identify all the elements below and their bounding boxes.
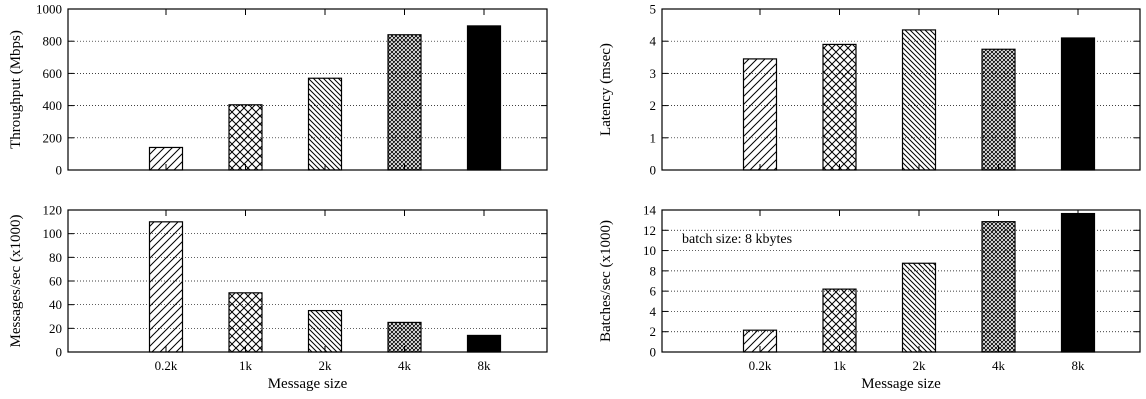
y-tick-label: 200	[43, 130, 63, 145]
x-tick-label: 0.2k	[749, 358, 772, 373]
y-tick-label: 12	[643, 223, 656, 238]
y-tick-label: 1000	[36, 2, 62, 17]
bar-8k	[466, 25, 502, 171]
bar-8k	[1060, 37, 1096, 171]
x-tick-label: 4k	[398, 358, 412, 373]
y-tick-label: 100	[43, 226, 63, 241]
plot-frame	[67, 209, 548, 353]
bar-4k	[387, 34, 422, 171]
y-axis-label: Batches/sec (x1000)	[598, 220, 614, 342]
bar-4k	[981, 48, 1016, 171]
x-tick-label: 0.2k	[155, 358, 178, 373]
x-axis-label: Message size	[861, 376, 941, 392]
bar-1k	[228, 292, 263, 353]
bar-0-2k	[148, 221, 184, 353]
y-tick-label: 800	[43, 34, 63, 49]
y-tick-label: 6	[650, 284, 657, 299]
annotation: batch size: 8 kbytes	[682, 232, 792, 247]
y-tick-label: 0	[650, 345, 657, 360]
bar-2k	[307, 309, 343, 353]
y-tick-label: 2	[650, 324, 657, 339]
y-tick-label: 20	[49, 321, 62, 336]
x-tick-label: 4k	[992, 358, 1006, 373]
y-tick-label: 80	[49, 250, 62, 265]
plot-frame	[661, 209, 1141, 353]
x-tick-label: 2k	[319, 358, 333, 373]
y-tick-label: 60	[49, 274, 62, 289]
bar-8k	[1060, 212, 1096, 353]
x-axis-label: Message size	[268, 376, 348, 392]
batches-per-sec-chart: 0 2 4 6 8 10 12 14 0.2k 1k 2k 4k 8k Batches/sec (x100…	[598, 203, 1141, 392]
bar-1k	[822, 43, 857, 171]
bar-2k	[307, 77, 343, 171]
bar-0-2k	[742, 58, 778, 171]
y-tick-label: 1	[650, 130, 657, 145]
y-tick-label: 0	[56, 345, 63, 360]
y-tick-label: 8	[650, 263, 657, 278]
throughput-chart: 0 200 400 600 800 1000 Throughput (Mbps)	[8, 2, 548, 178]
y-tick-label: 3	[650, 66, 657, 81]
x-tick-label: 8k	[1072, 358, 1086, 373]
bar-4k	[981, 221, 1016, 353]
y-axis-label: Throughput (Mbps)	[8, 30, 24, 149]
y-tick-label: 600	[43, 66, 63, 81]
y-tick-label: 40	[49, 297, 62, 312]
y-tick-label: 4	[650, 34, 657, 49]
x-tick-label: 2k	[913, 358, 927, 373]
plot-frame	[67, 8, 548, 171]
bar-2k	[901, 262, 937, 353]
y-tick-label: 0	[56, 163, 63, 178]
messages-per-sec-chart: 0 20 40 60 80 100 120 0.2k 1k 2k 4k 8k Messages/sec …	[8, 203, 548, 392]
latency-chart: 0 1 2 3 4 5 Latency (msec)	[598, 2, 1141, 178]
y-tick-label: 400	[43, 98, 63, 113]
y-tick-label: 4	[650, 304, 657, 319]
y-tick-label: 120	[43, 203, 63, 218]
x-tick-label: 1k	[239, 358, 253, 373]
bar-1k	[822, 288, 857, 353]
y-axis-label: Messages/sec (x1000)	[8, 215, 24, 348]
y-tick-label: 10	[643, 243, 656, 258]
plot-frame	[661, 8, 1141, 171]
y-axis-label: Latency (msec)	[598, 43, 614, 136]
y-tick-label: 5	[650, 2, 657, 17]
y-tick-label: 14	[643, 203, 657, 218]
y-tick-label: 2	[650, 98, 657, 113]
x-tick-label: 1k	[833, 358, 847, 373]
bar-2k	[901, 29, 937, 171]
x-tick-label: 8k	[478, 358, 492, 373]
bar-1k	[228, 104, 263, 171]
y-tick-label: 0	[650, 163, 657, 178]
